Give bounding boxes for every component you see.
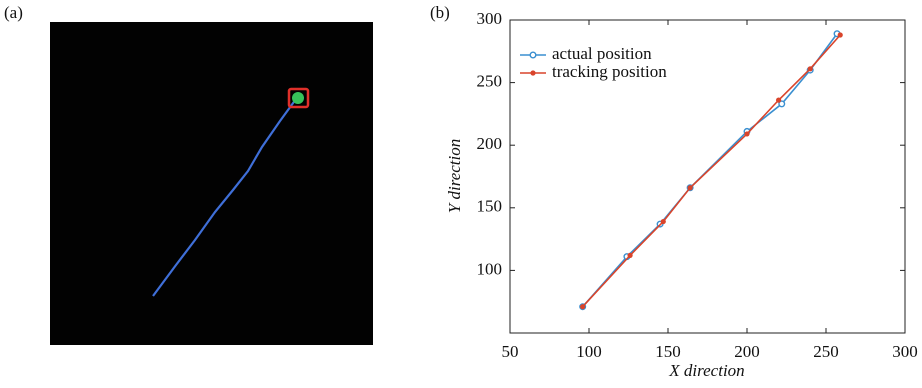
y-tick-label: 200 — [477, 134, 503, 153]
point — [776, 98, 781, 103]
x-tick-label: 100 — [576, 342, 602, 361]
x-tick-label: 250 — [813, 342, 839, 361]
y-tick-label: 100 — [477, 259, 503, 278]
x-tick-label: 150 — [655, 342, 681, 361]
tracking-image — [50, 22, 373, 345]
x-tick-label: 200 — [734, 342, 760, 361]
y-axis-label: Y direction — [445, 139, 464, 213]
x-axis-label: X direction — [668, 361, 744, 380]
target — [292, 92, 304, 104]
x-tick-label: 300 — [892, 342, 918, 361]
point — [808, 66, 813, 71]
y-tick-label: 300 — [477, 9, 503, 28]
y-tick-label: 250 — [477, 72, 503, 91]
legend-label: actual position — [552, 44, 652, 63]
image-background — [50, 22, 373, 345]
point — [661, 219, 666, 224]
point — [580, 304, 585, 309]
legend-label: tracking position — [552, 62, 667, 81]
panel-label: (b) — [430, 3, 450, 22]
legend-marker — [530, 70, 535, 75]
panel-label: (a) — [4, 3, 23, 22]
figure: (a) (b) X direction Y direction 50 100 150… — [0, 0, 922, 388]
legend-marker — [530, 52, 536, 58]
y-tick-label: 150 — [477, 197, 503, 216]
point — [744, 131, 749, 136]
point — [688, 185, 693, 190]
x-tick-label: 50 — [502, 342, 519, 361]
point — [627, 253, 632, 258]
point — [838, 32, 843, 37]
